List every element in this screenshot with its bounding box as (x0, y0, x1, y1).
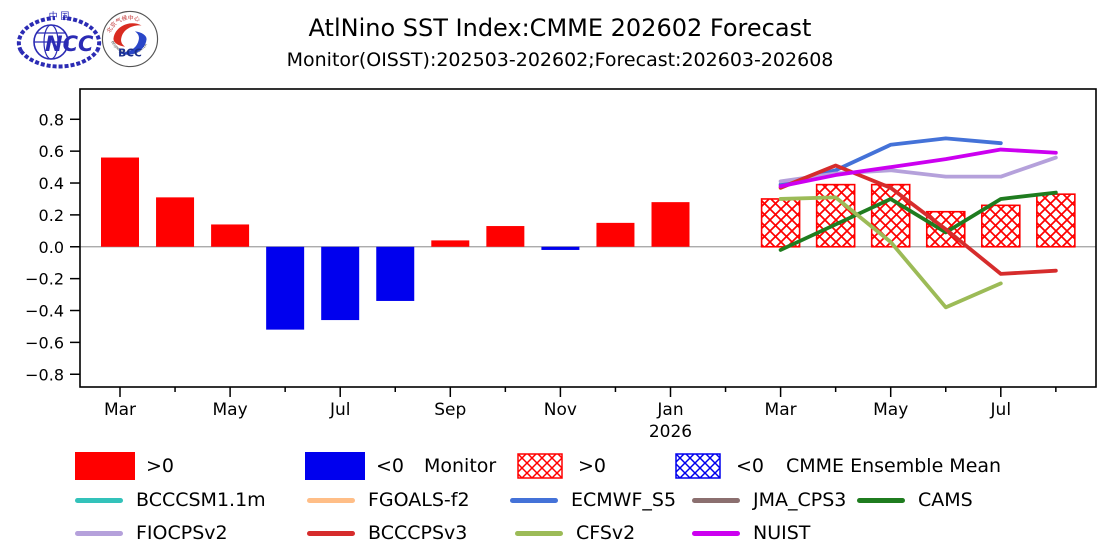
page-subtitle: Monitor(OISST):202503-202602;Forecast:20… (286, 49, 834, 71)
plot-frame (79, 88, 1097, 388)
monitor-bar (321, 246, 360, 321)
monitor-bar (651, 202, 690, 247)
bcc-red-swirl-icon (113, 23, 142, 47)
y-tick-label: 0.0 (39, 238, 64, 257)
x-year-label: 2026 (649, 422, 692, 442)
page-title: AtlNino SST Index:CMME 202602 Forecast (308, 14, 812, 42)
forecast-bar (815, 183, 856, 248)
legend-line-swatch (510, 497, 558, 503)
legend-line-swatch (857, 497, 905, 503)
bcc-logo-text: BCC (118, 46, 142, 59)
y-tick-label: −0.6 (25, 333, 64, 352)
x-tick-label: Sep (434, 400, 466, 420)
y-tick-label: 0.6 (39, 142, 64, 161)
monitor-bar (101, 157, 139, 247)
x-tick-label: Nov (544, 400, 577, 420)
legend-line-swatch (307, 497, 355, 503)
legend-model-label: ECMWF_S5 (571, 489, 677, 511)
legend-model-label: CAMS (918, 489, 973, 511)
legend-model-fgoals-f2: FGOALS-f2 (307, 487, 470, 513)
legend-model-label: NUIST (753, 522, 811, 544)
sst-index-chart: −0.8 −0.6 −0.4 −0.2 0.0 0.2 0.4 0.6 0.8 Mar May Jul… (25, 88, 1097, 442)
legend-line-swatch (75, 530, 123, 536)
monitor-bar (211, 224, 250, 247)
legend-model-label: JMA_CPS3 (753, 489, 847, 511)
legend-line-swatch (692, 530, 740, 536)
forecast-bar (870, 183, 911, 248)
monitor-bar (486, 226, 525, 247)
monitor-bar (596, 222, 635, 247)
legend-model-ecmwf-s5: ECMWF_S5 (510, 487, 676, 513)
legend-monitor-negative-swatch (305, 452, 365, 480)
legend-monitor-negative-label: <0 (376, 455, 405, 477)
x-tick-label: Jan (656, 400, 683, 420)
x-tick-label: Mar (765, 400, 797, 420)
x-tick-label: May (213, 400, 248, 420)
bcc-blue-swirl-icon (118, 31, 147, 55)
y-tick-label: −0.4 (25, 302, 64, 321)
forecast-bar (980, 204, 1021, 248)
forecast-bar (1036, 193, 1076, 248)
x-tick-label: May (873, 400, 908, 420)
legend-model-bcccsm11m: BCCCSM1.1m (75, 487, 266, 513)
legend-cmme-positive-swatch (517, 453, 563, 479)
legend-cmme-negative-swatch (675, 453, 721, 479)
legend-cmme-label: CMME Ensemble Mean (786, 455, 1002, 477)
legend-model-label: FIOCPSv2 (136, 522, 228, 544)
y-tick-label: −0.2 (25, 270, 64, 289)
legend-model-cams: CAMS (857, 487, 973, 513)
model-line-NUIST (778, 147, 1058, 189)
monitor-bar (156, 197, 195, 247)
model-line-CAMS (778, 190, 1058, 252)
y-tick-label: 0.8 (39, 110, 64, 129)
forecast-bar (760, 198, 801, 248)
legend-monitor-positive-swatch (75, 452, 135, 480)
monitor-bar (266, 246, 305, 330)
legend-monitor-label: Monitor (424, 455, 497, 477)
legend-model-label: FGOALS-f2 (368, 489, 470, 511)
model-line-FIOCPSv2 (778, 155, 1058, 184)
ncc-logo: 中 国 NCC (16, 10, 102, 69)
legend-model-label: BCCCSM1.1m (136, 489, 266, 511)
model-line-CFSv2 (778, 195, 1003, 310)
chart-canvas: −0.8 −0.6 −0.4 −0.2 0.0 0.2 0.4 0.6 0.8 Mar May Jul… (25, 88, 1097, 442)
legend-cmme-negative-label: <0 (736, 455, 765, 477)
x-tick-label: Jul (329, 400, 351, 420)
legend-model-nuist: NUIST (692, 520, 810, 546)
legend-line-swatch (307, 530, 355, 536)
legend-model-jma-cps3: JMA_CPS3 (692, 487, 846, 513)
legend-model-cfsv2: CFSv2 (515, 520, 635, 546)
monitor-bar (541, 246, 580, 250)
legend-model-label: BCCCPSv3 (368, 522, 468, 544)
y-tick-label: 0.4 (39, 174, 64, 193)
legend-model-label: CFSv2 (576, 522, 636, 544)
y-tick-label: −0.8 (25, 365, 64, 384)
legend-line-swatch (515, 530, 563, 536)
bcc-logo: 北京气候中心 BEIJING CLIMATE CENTER BCC (101, 10, 159, 68)
monitor-bar (431, 240, 470, 247)
legend-line-swatch (75, 497, 123, 503)
model-line-BCCCPSv3 (778, 163, 1058, 276)
ncc-logo-text: NCC (45, 32, 94, 56)
legend-cmme-positive-label: >0 (578, 455, 607, 477)
monitor-bar (376, 246, 415, 301)
x-tick-label: Mar (104, 400, 136, 420)
y-tick-label: 0.2 (39, 206, 64, 225)
legend-line-swatch (692, 497, 740, 503)
x-tick-label: Jul (990, 400, 1012, 420)
legend-model-fiocpsv2: FIOCPSv2 (75, 520, 228, 546)
legend-model-bcccpsv3: BCCCPSv3 (307, 520, 467, 546)
legend-monitor-positive-label: >0 (146, 455, 175, 477)
